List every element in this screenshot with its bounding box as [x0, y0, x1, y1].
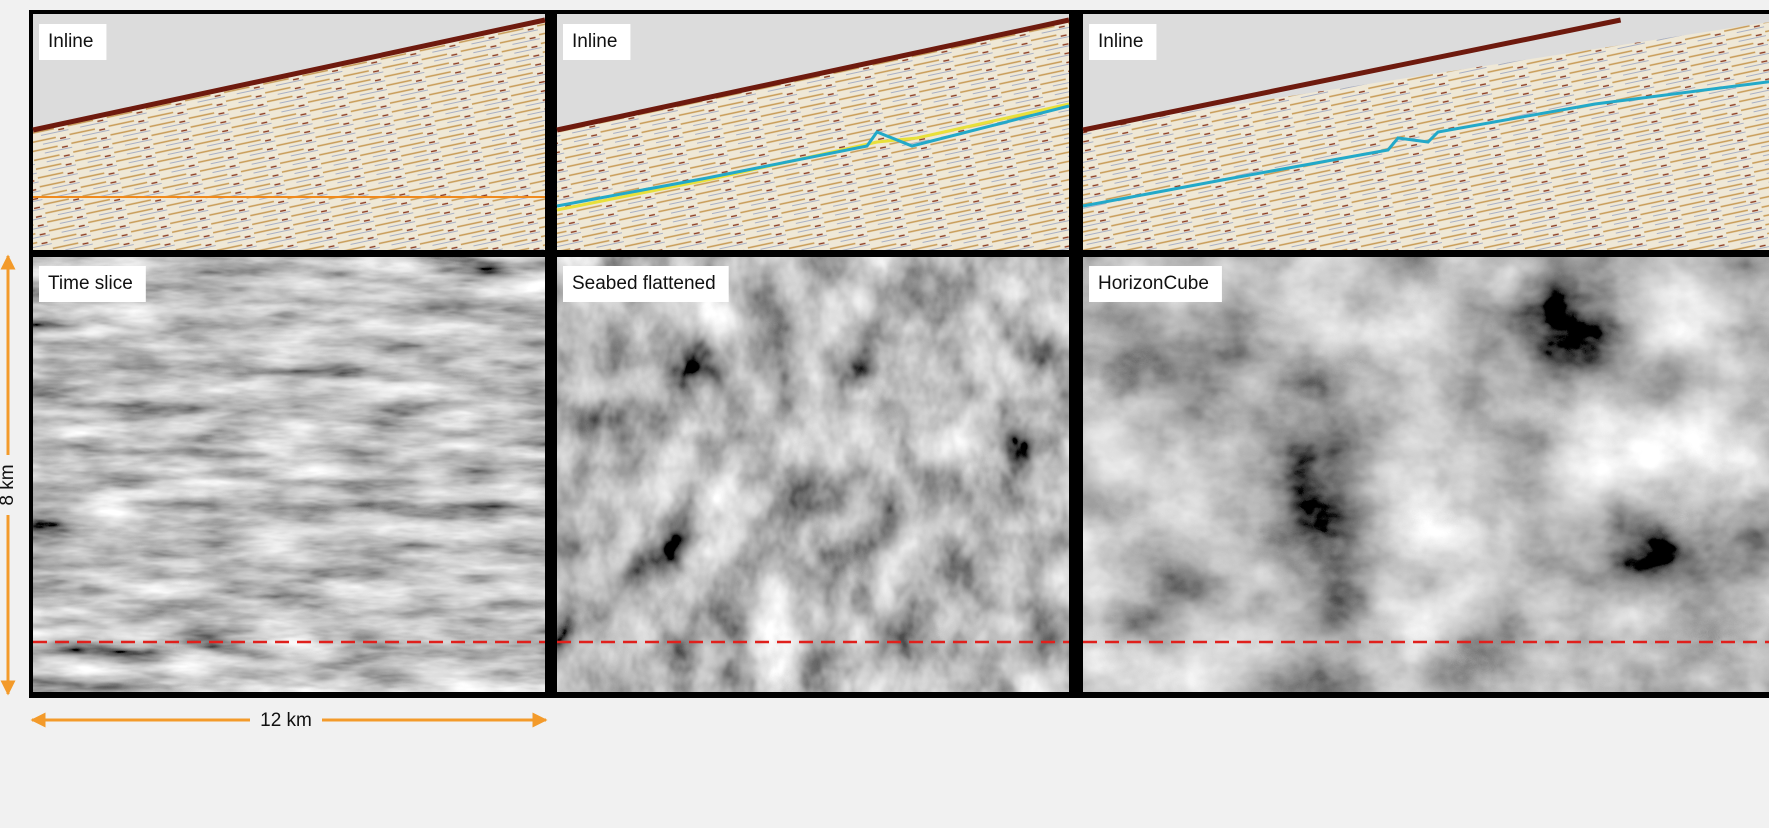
- panel-label: HorizonCube: [1098, 273, 1209, 294]
- panel-label: Inline: [572, 31, 617, 52]
- panel-label: Inline: [1098, 31, 1143, 52]
- inline-section: [557, 14, 1069, 250]
- inline-section: [33, 14, 545, 250]
- panel-label: Time slice: [48, 273, 133, 294]
- vertical-scale-label: 8 km: [0, 464, 18, 505]
- panel-label: Seabed flattened: [572, 273, 716, 294]
- inline-section: [1083, 14, 1769, 250]
- figure: Inline Time slice Inline Seabed flattened In…: [0, 0, 1769, 828]
- slice-image: [1083, 257, 1769, 692]
- horizontal-scale-label: 12 km: [260, 710, 312, 731]
- slice-image: [33, 257, 545, 692]
- panel-label: Inline: [48, 31, 93, 52]
- slice-image: [557, 257, 1069, 692]
- panels: Inline Time slice Inline Seabed flattened In…: [29, 10, 1769, 698]
